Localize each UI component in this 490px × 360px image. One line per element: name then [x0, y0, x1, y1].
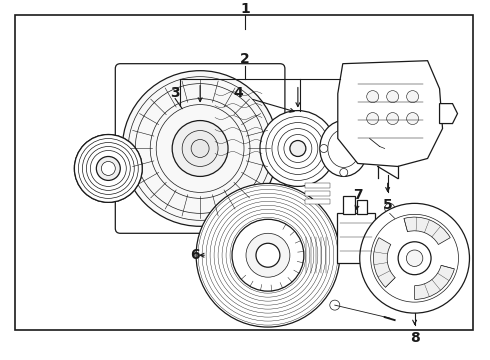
Ellipse shape — [320, 121, 368, 176]
Bar — [357, 201, 367, 214]
Bar — [337, 213, 375, 263]
Circle shape — [398, 242, 431, 275]
Circle shape — [367, 91, 379, 103]
Circle shape — [407, 91, 418, 103]
Circle shape — [191, 140, 209, 157]
Text: 8: 8 — [410, 331, 419, 345]
Text: 2: 2 — [240, 52, 250, 66]
Circle shape — [406, 250, 423, 266]
Circle shape — [290, 140, 306, 157]
Wedge shape — [415, 265, 454, 300]
Circle shape — [385, 203, 394, 213]
Circle shape — [97, 157, 120, 180]
Wedge shape — [404, 217, 450, 244]
Circle shape — [172, 121, 228, 176]
Circle shape — [387, 91, 399, 103]
Text: 5: 5 — [383, 198, 392, 212]
Text: 1: 1 — [240, 2, 250, 16]
Polygon shape — [230, 218, 255, 243]
Bar — [343, 197, 355, 214]
Circle shape — [367, 113, 379, 125]
Circle shape — [256, 243, 280, 267]
Text: 3: 3 — [171, 86, 180, 100]
Text: 4: 4 — [233, 86, 243, 100]
Circle shape — [360, 203, 469, 313]
Circle shape — [74, 135, 142, 202]
Circle shape — [196, 183, 340, 327]
Bar — [305, 183, 330, 188]
Circle shape — [340, 168, 348, 176]
Circle shape — [320, 144, 328, 153]
Text: 7: 7 — [353, 188, 363, 202]
Circle shape — [122, 71, 278, 226]
Circle shape — [407, 113, 418, 125]
Polygon shape — [110, 139, 122, 163]
Circle shape — [235, 229, 249, 243]
Circle shape — [232, 219, 304, 291]
Text: 6: 6 — [190, 248, 200, 262]
Circle shape — [260, 111, 336, 186]
Circle shape — [74, 135, 142, 202]
Circle shape — [360, 144, 368, 153]
Bar — [305, 199, 330, 204]
Circle shape — [340, 121, 348, 129]
Circle shape — [387, 113, 399, 125]
Bar — [305, 192, 330, 197]
Circle shape — [365, 134, 375, 144]
Polygon shape — [338, 61, 442, 166]
Circle shape — [101, 162, 115, 175]
Polygon shape — [440, 104, 458, 123]
Bar — [15, 15, 473, 330]
Circle shape — [246, 233, 290, 277]
Circle shape — [182, 131, 218, 166]
Wedge shape — [373, 238, 395, 287]
Circle shape — [330, 300, 340, 310]
